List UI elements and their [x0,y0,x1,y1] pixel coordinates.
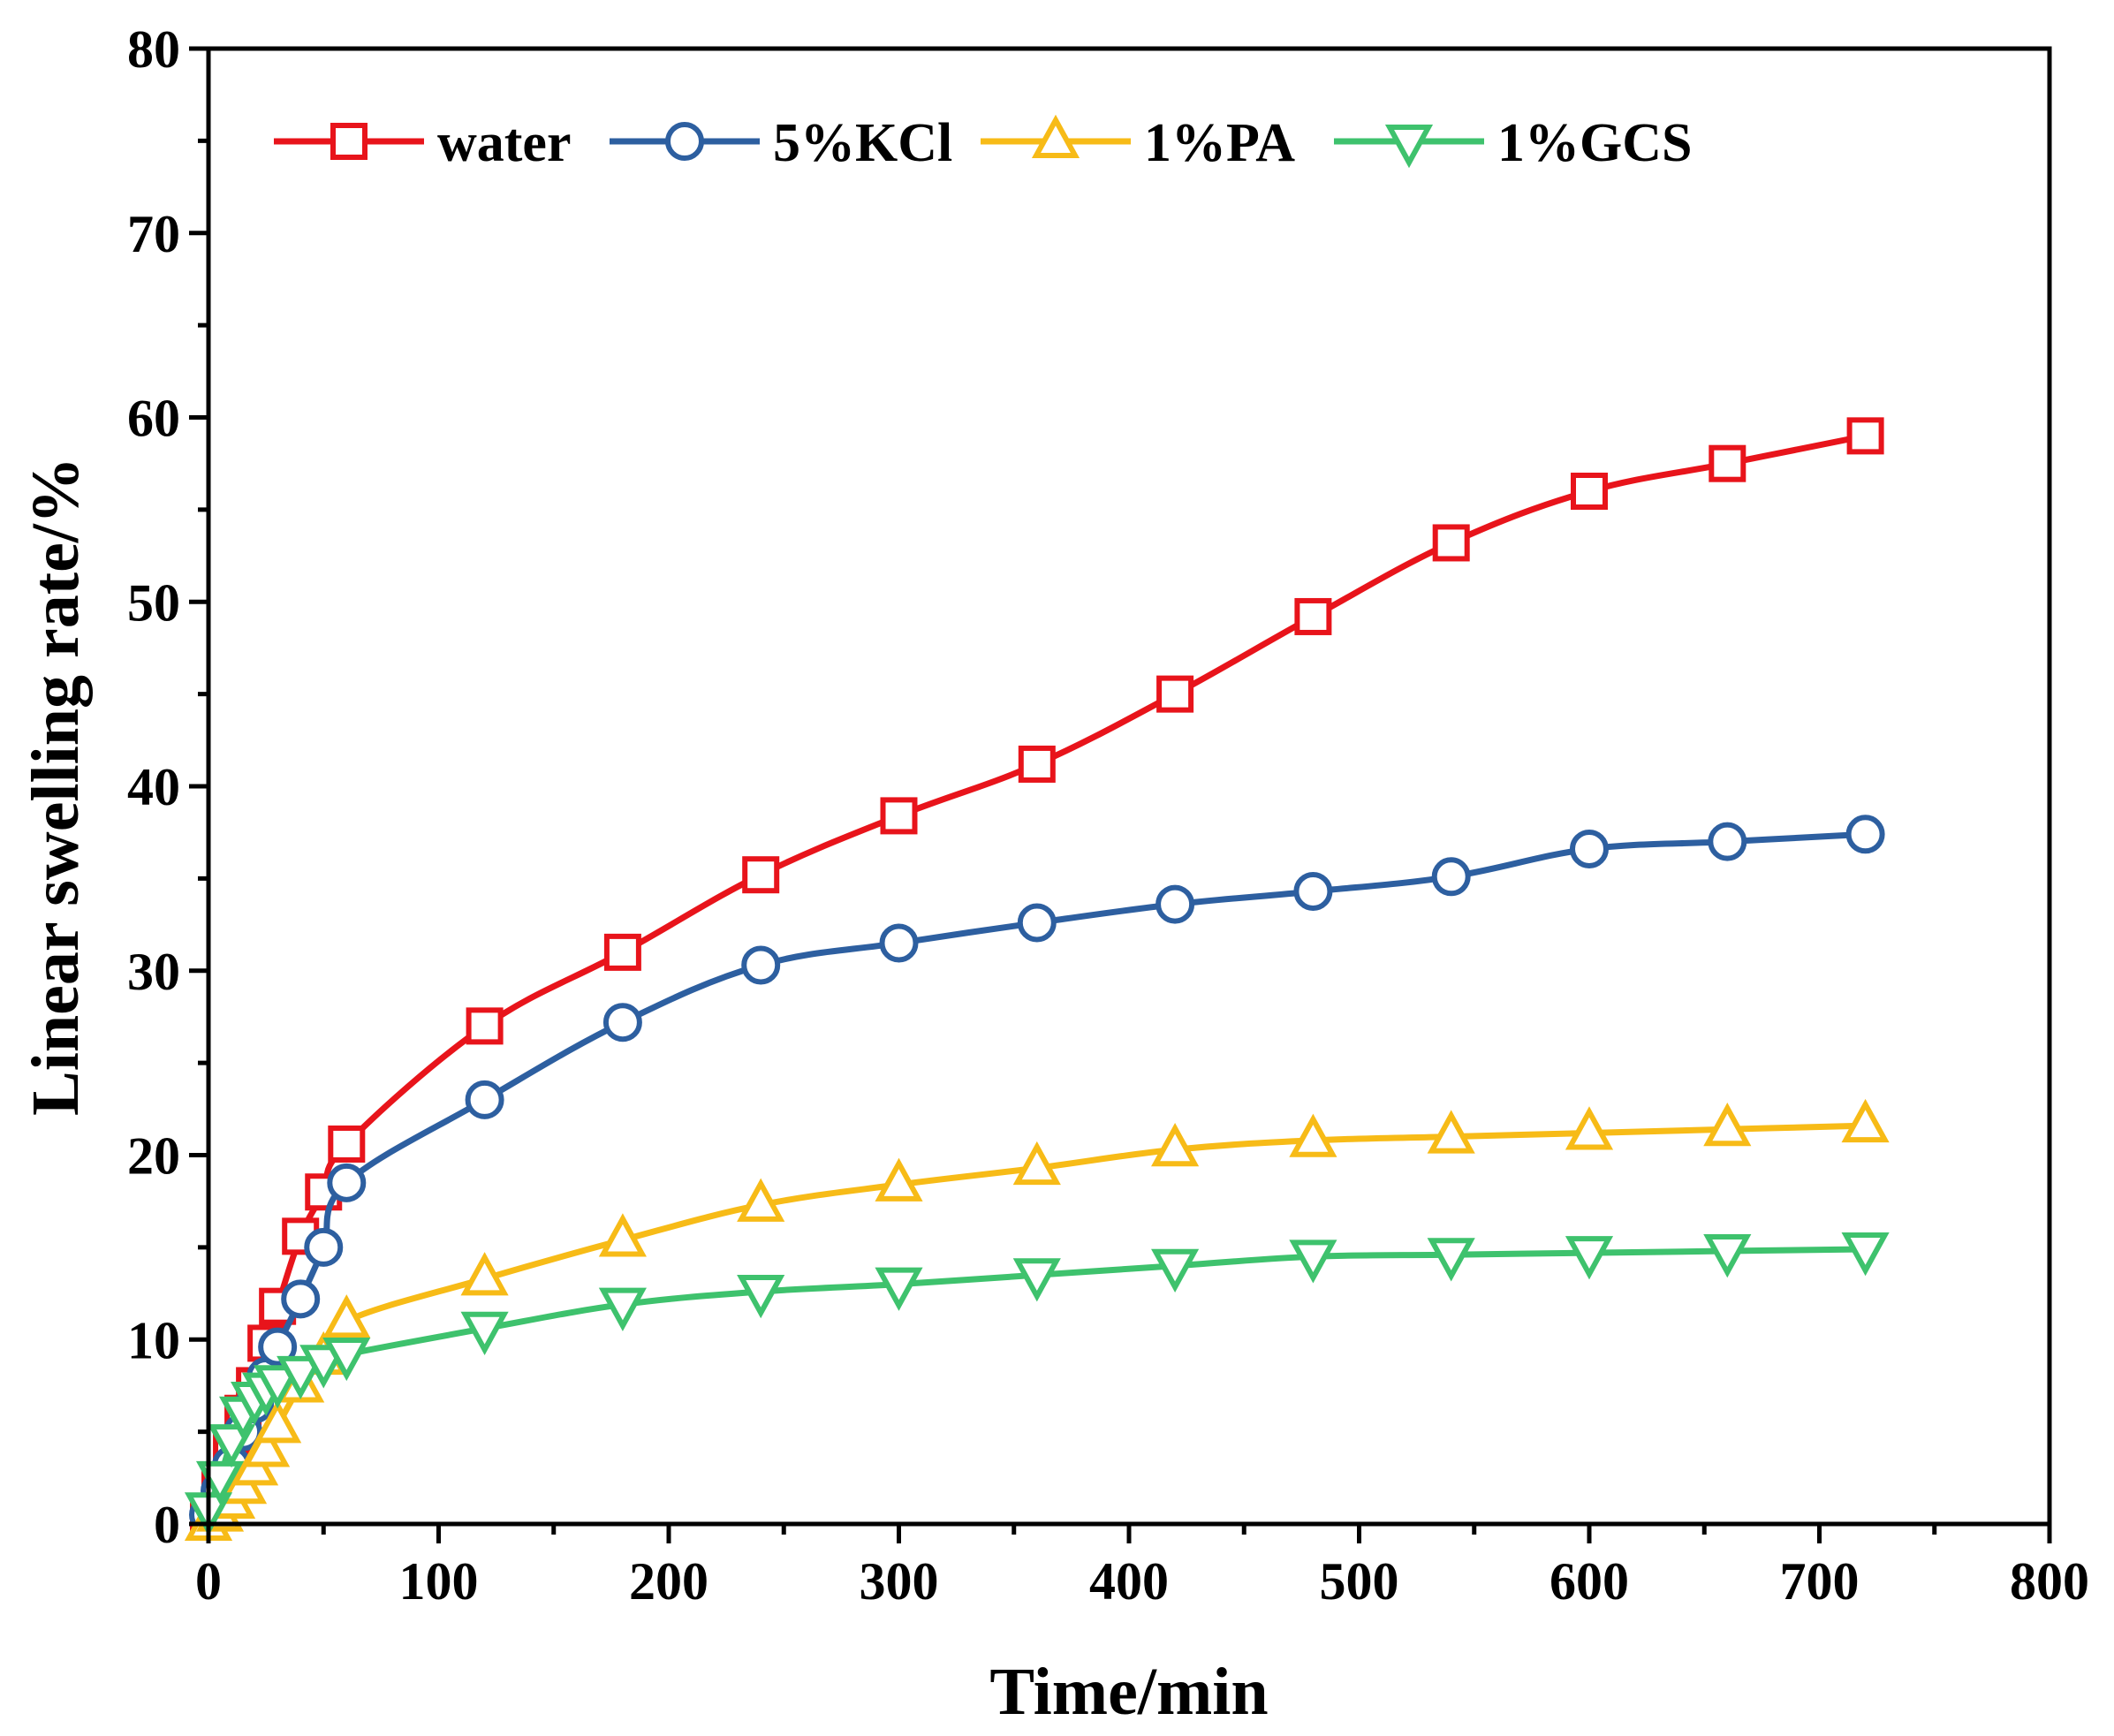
data-point-gcs [1289,1239,1337,1284]
data-point-kcl [465,1080,504,1119]
legend-label-water: water [437,113,571,173]
legend-label-gcs: 1%GCS [1497,113,1692,173]
x-tick-label: 200 [629,1552,708,1611]
x-tick-label: 300 [860,1552,939,1611]
data-point-pa [1151,1123,1200,1167]
data-point-gcs [1703,1234,1752,1278]
data-point-water [1294,597,1332,635]
data-point-water [1432,524,1470,562]
legend-marker-pa [1031,114,1080,158]
data-point-kcl [327,1163,367,1202]
data-point-gcs [1841,1232,1890,1277]
data-point-pa [598,1213,647,1257]
data-point-water [1709,444,1747,482]
x-tick-label: 800 [2010,1552,2089,1611]
x-tick-label: 0 [195,1552,222,1611]
y-tick-label: 60 [127,390,180,448]
data-point-pa [1841,1098,1890,1143]
data-point-gcs [1565,1236,1614,1280]
y-tick-label: 0 [154,1496,180,1554]
legend-item-kcl: 5%KCl [610,113,952,173]
data-point-pa [460,1252,509,1296]
data-point-water [466,1007,504,1045]
data-point-gcs [598,1287,647,1331]
legend: water 5%KCl 1%PA 1%GCS [274,113,1692,173]
data-point-kcl [879,923,919,963]
data-point-pa [1289,1113,1337,1157]
data-point-kcl [304,1227,344,1267]
y-tick-label: 50 [127,573,180,632]
data-point-water [1156,675,1194,713]
data-point-water [1571,473,1608,510]
data-point-kcl [1708,822,1747,861]
x-axis-title: Time/min [989,1655,1268,1729]
data-point-pa [1012,1141,1061,1186]
legend-marker-kcl [665,122,704,161]
y-axis-title: Linear swelling rate/% [19,457,93,1116]
legend-label-pa: 1%PA [1144,113,1295,173]
data-point-pa [1565,1106,1614,1150]
data-point-pa [242,1423,291,1467]
legend-item-pa: 1%PA [981,113,1295,173]
data-point-pa [254,1399,302,1444]
series-gcs [184,1232,1890,1536]
data-point-pa [322,1294,371,1338]
data-point-gcs [322,1337,371,1382]
x-tick-label: 400 [1089,1552,1169,1611]
data-point-kcl [741,945,781,985]
data-point-kcl [602,1003,642,1042]
axes-layer: 0 100 200 300 400 500 600 700 800 0 10 20 30 40 50 60 70… [127,20,2089,1611]
y-tick-label: 20 [127,1127,180,1186]
y-tick-label: 10 [127,1311,180,1369]
data-point-kcl [281,1279,321,1319]
data-point-water [1018,745,1056,783]
x-tick-label: 100 [399,1552,479,1611]
data-point-pa [1427,1110,1475,1154]
x-tick-label: 600 [1550,1552,1629,1611]
data-point-gcs [1151,1248,1200,1293]
y-tick-label: 40 [127,758,180,816]
data-point-kcl [1845,815,1885,854]
x-tick-label: 500 [1320,1552,1399,1611]
data-point-pa [875,1157,923,1202]
legend-item-gcs: 1%GCS [1334,113,1692,173]
legend-label-kcl: 5%KCl [773,113,952,173]
data-point-pa [1703,1103,1752,1147]
y-tick-label: 70 [127,205,180,263]
y-tick-label: 80 [127,20,180,79]
data-point-kcl [258,1327,298,1367]
data-point-kcl [1431,857,1471,897]
data-point-water [1846,417,1884,455]
data-point-gcs [460,1311,509,1355]
legend-item-water: water [274,113,571,173]
data-point-water [880,797,918,835]
data-point-gcs [1012,1258,1061,1302]
data-point-kcl [1293,871,1333,911]
data-point-gcs [737,1274,785,1319]
data-point-water [742,856,780,894]
data-point-pa [737,1178,785,1222]
data-point-gcs [875,1267,923,1311]
data-point-gcs [1427,1238,1475,1282]
y-tick-label: 30 [127,943,180,1001]
data-point-gcs [277,1355,325,1400]
legend-marker-water [330,123,367,160]
data-point-kcl [1156,884,1195,924]
legend-marker-gcs [1384,125,1434,169]
data-point-kcl [1017,903,1057,943]
data-point-water [328,1125,366,1163]
data-point-kcl [1570,829,1609,868]
x-tick-label: 700 [1780,1552,1860,1611]
data-point-gcs [254,1365,302,1409]
series-layer [184,417,1890,1541]
data-point-water [603,933,641,971]
